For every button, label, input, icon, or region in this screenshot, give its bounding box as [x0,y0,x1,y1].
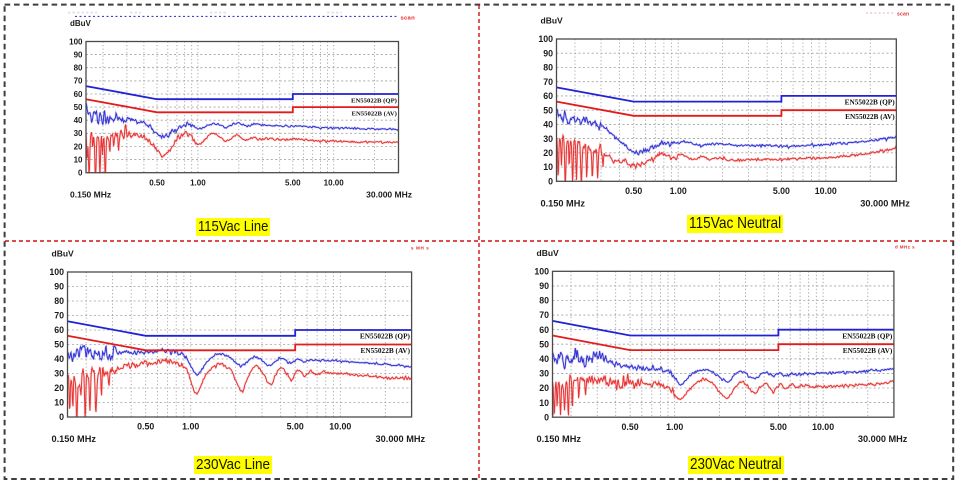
svg-text:1.00: 1.00 [670,186,687,196]
svg-text:90: 90 [539,281,549,291]
svg-text:70: 70 [74,77,83,86]
svg-text:20: 20 [539,383,549,393]
svg-text:80: 80 [54,296,64,306]
svg-text:20: 20 [543,148,553,158]
svg-text:90: 90 [74,51,83,60]
svg-text:0: 0 [78,169,83,178]
svg-text:0: 0 [59,412,64,422]
svg-text:60: 60 [539,325,549,335]
svg-text:80: 80 [74,64,83,73]
svg-text:100: 100 [49,267,64,277]
svg-text:EN55022B (QP): EN55022B (QP) [360,332,411,341]
svg-text:100: 100 [69,37,83,46]
svg-text:5.00: 5.00 [773,186,790,196]
svg-text:40: 40 [539,354,549,364]
svg-text:1.00: 1.00 [666,422,683,432]
svg-text:90: 90 [54,282,64,292]
svg-text:dBuV: dBuV [52,249,75,259]
svg-text:80: 80 [543,63,553,73]
svg-text:30.000 MHz: 30.000 MHz [858,434,908,444]
svg-text:20: 20 [74,142,83,151]
svg-text:0.50: 0.50 [625,186,642,196]
svg-text:0.150 MHz: 0.150 MHz [537,434,582,444]
svg-text:5.00: 5.00 [770,422,787,432]
svg-text:10: 10 [74,156,83,165]
svg-text:EN55022B (AV): EN55022B (AV) [845,112,895,121]
svg-text:70: 70 [543,77,553,87]
svg-text:40: 40 [54,354,64,364]
svg-text:5.00: 5.00 [287,422,304,432]
svg-text:dBuV: dBuV [537,248,560,258]
svg-text:EN55022B (QP): EN55022B (QP) [845,98,896,107]
svg-text:dBuV: dBuV [70,19,92,28]
svg-text:70: 70 [54,311,64,321]
svg-text:scan: scan [401,15,416,21]
svg-text:0.150 MHz: 0.150 MHz [541,198,586,208]
svg-text:0.50: 0.50 [149,178,165,187]
svg-text:50: 50 [539,339,549,349]
svg-text:0.50: 0.50 [622,422,639,432]
svg-text:0: 0 [548,177,553,187]
svg-text:20: 20 [54,383,64,393]
svg-text:0.150 MHz: 0.150 MHz [52,434,97,444]
svg-text:80: 80 [539,296,549,306]
svg-text:EN55022B (AV): EN55022B (AV) [352,111,397,118]
svg-text:100: 100 [538,34,553,44]
svg-text:10.00: 10.00 [815,186,837,196]
svg-text:EN55022B (AV): EN55022B (AV) [843,346,893,355]
svg-text:10: 10 [54,398,64,408]
svg-text:30: 30 [539,369,549,379]
svg-text:0.50: 0.50 [137,422,154,432]
svg-text:s MH s: s MH s [411,245,429,250]
svg-text:50: 50 [54,340,64,350]
svg-text:10.00: 10.00 [329,422,351,432]
svg-text:scan: scan [897,12,909,18]
svg-text:10.00: 10.00 [812,422,834,432]
svg-text:10: 10 [543,162,553,172]
svg-text:90: 90 [543,48,553,58]
svg-text:5.00: 5.00 [285,178,301,187]
svg-text:EN55022B (AV): EN55022B (AV) [360,346,410,355]
svg-text:1.00: 1.00 [190,178,206,187]
svg-text:EN55022B (QP): EN55022B (QP) [842,331,893,340]
svg-text:10: 10 [539,398,549,408]
svg-text:30: 30 [54,369,64,379]
svg-text:0: 0 [544,412,549,422]
svg-text:40: 40 [74,116,83,125]
svg-text:0.150 MHz: 0.150 MHz [70,190,111,200]
svg-text:60: 60 [74,90,83,99]
svg-text:60: 60 [54,325,64,335]
svg-text:30: 30 [543,134,553,144]
svg-text:70: 70 [539,310,549,320]
svg-text:dBuV: dBuV [541,16,564,26]
svg-text:30.000 MHz: 30.000 MHz [376,434,426,444]
svg-text:30.000 MHz: 30.000 MHz [860,198,910,208]
svg-text:d MHz s: d MHz s [895,245,915,250]
svg-text:100: 100 [534,267,549,277]
svg-text:1.00: 1.00 [182,422,199,432]
svg-text:40: 40 [543,120,553,130]
svg-text:10.00: 10.00 [324,178,345,187]
svg-text:50: 50 [74,103,83,112]
svg-text:30.000 MHz: 30.000 MHz [366,190,412,200]
svg-text:30: 30 [74,129,83,138]
svg-text:EN55022B (QP): EN55022B (QP) [351,98,397,105]
svg-text:50: 50 [543,105,553,115]
svg-text:60: 60 [543,91,553,101]
